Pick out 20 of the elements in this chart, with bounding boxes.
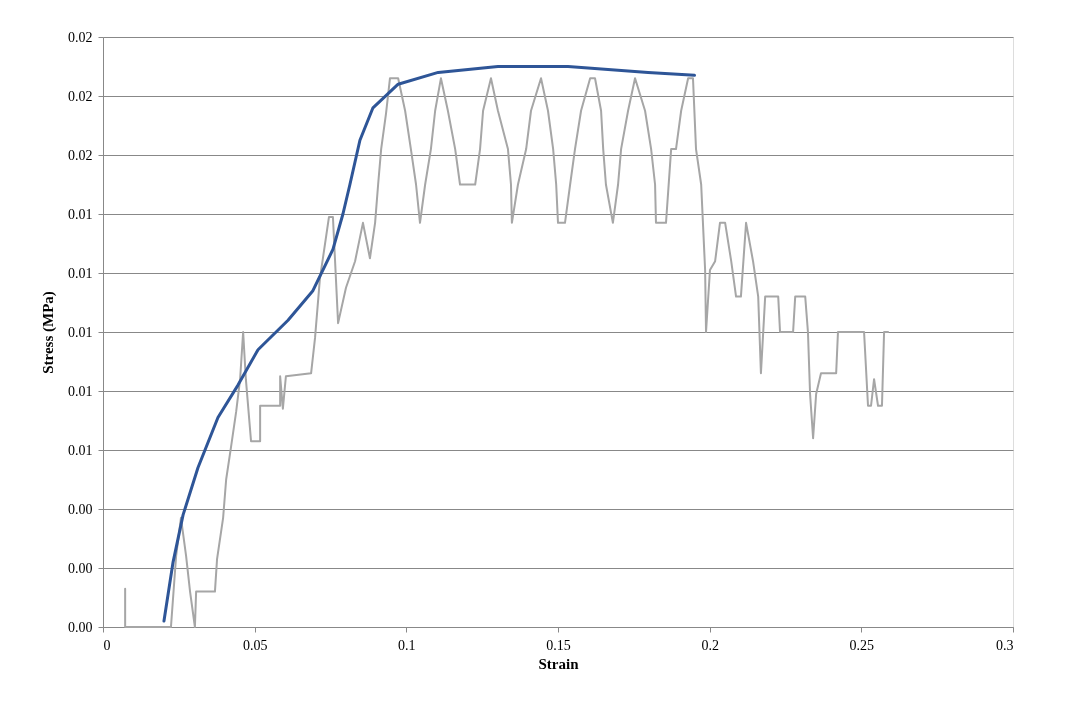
x-tick-label: 0.25 <box>849 637 875 653</box>
x-tick-label: 0.3 <box>996 637 1014 653</box>
y-tick-label: 0.00 <box>68 560 93 576</box>
x-tick-label: 0.05 <box>242 637 268 653</box>
y-tick-label: 0.01 <box>68 206 93 222</box>
y-tick-label: 0.02 <box>68 29 93 45</box>
y-tick-label: 0.01 <box>68 265 93 281</box>
x-tick-label: 0 <box>103 637 111 653</box>
y-tick-label: 0.01 <box>68 383 93 399</box>
y-tick-label: 0.01 <box>68 442 93 458</box>
y-tick-label: 0.01 <box>68 324 93 340</box>
x-tick-label: 0.1 <box>398 637 416 653</box>
y-tick-label: 0.02 <box>68 147 93 163</box>
y-tick-label: 0.00 <box>68 619 93 635</box>
y-axis-title: Stress (MPa) <box>40 291 57 374</box>
y-tick-label: 0.00 <box>68 501 93 517</box>
y-tick-label: 0.02 <box>68 88 93 104</box>
x-tick-label: 0.15 <box>546 637 571 653</box>
x-axis-title: Strain <box>538 655 580 672</box>
x-tick-label: 0.2 <box>701 637 719 653</box>
